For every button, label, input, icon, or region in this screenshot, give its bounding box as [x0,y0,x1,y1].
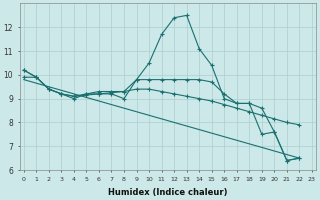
X-axis label: Humidex (Indice chaleur): Humidex (Indice chaleur) [108,188,228,197]
